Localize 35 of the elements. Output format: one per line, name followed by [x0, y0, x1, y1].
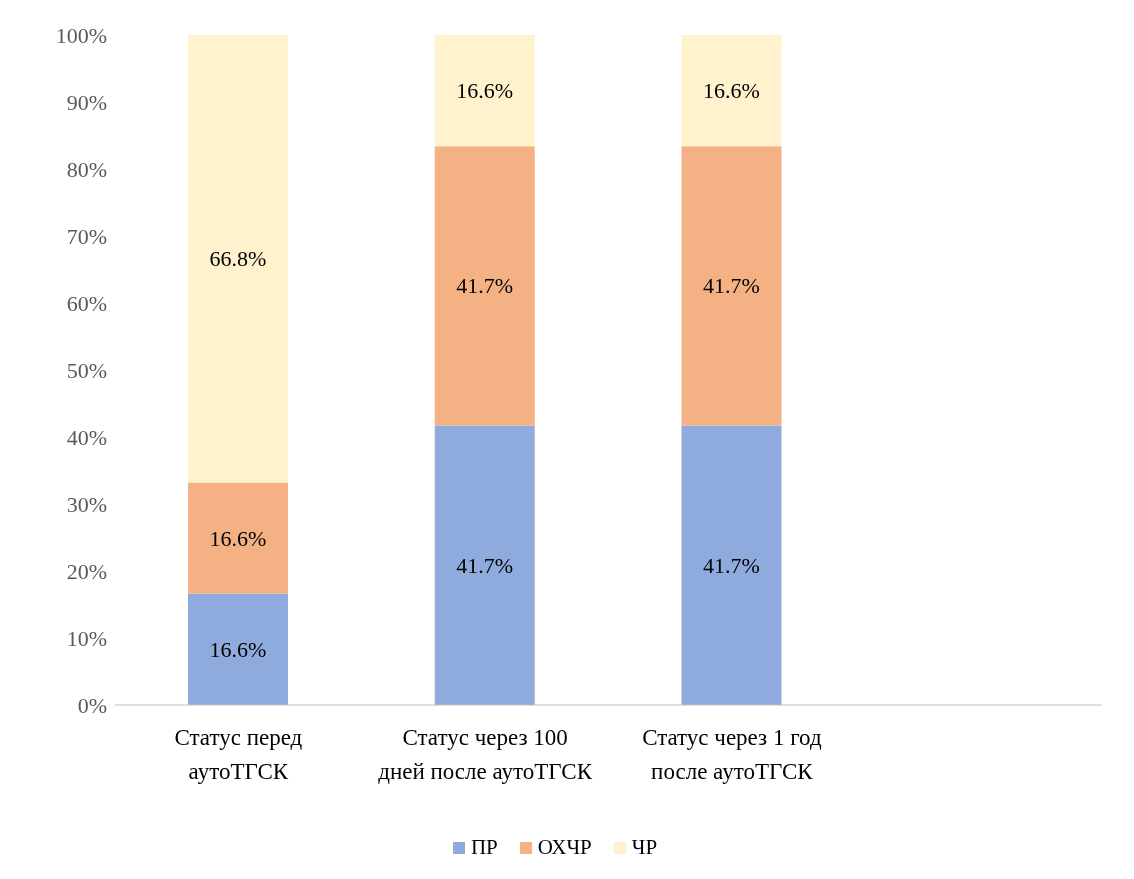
data-label: 41.7%: [703, 273, 760, 299]
data-label: 41.7%: [456, 273, 514, 299]
data-label: 41.7%: [456, 552, 514, 578]
y-tick-label: 70%: [66, 223, 107, 249]
y-tick-label: 10%: [66, 625, 107, 651]
bar: [681, 35, 782, 147]
y-tick-label: 100%: [55, 22, 107, 48]
bar: [681, 146, 782, 426]
legend-label: ОХЧР: [537, 835, 592, 860]
y-tick-label: 30%: [66, 491, 107, 517]
bar: [188, 593, 288, 705]
data-label: 66.8%: [209, 246, 267, 272]
x-tick-label: Статус через 1 год после аутоТГСК: [642, 725, 822, 784]
data-label: 16.6%: [209, 636, 267, 662]
bar: [434, 35, 535, 147]
x-tick-label: Статус через 100 дней после аутоТГСК: [378, 725, 593, 784]
bar: [434, 146, 535, 426]
y-tick-label: 20%: [66, 558, 107, 584]
y-tick-label: 40%: [66, 424, 107, 450]
legend-label: ЧР: [631, 835, 658, 860]
y-tick-label: 90%: [66, 89, 107, 115]
legend-label: ПР: [470, 835, 498, 860]
data-label: 41.7%: [703, 552, 760, 578]
bar: [434, 425, 535, 705]
x-tick-label: Статус перед аутоТГСК: [174, 725, 303, 784]
y-tick-label: 50%: [66, 357, 107, 383]
y-tick-label: 60%: [66, 290, 107, 316]
data-label: 16.6%: [456, 78, 514, 104]
bar: [188, 482, 288, 594]
data-label: 16.6%: [703, 78, 760, 104]
y-tick-label: 0%: [77, 692, 107, 718]
y-tick-label: 80%: [66, 156, 107, 182]
bar: [188, 35, 288, 483]
bar: [681, 425, 782, 705]
data-label: 16.6%: [209, 525, 267, 551]
